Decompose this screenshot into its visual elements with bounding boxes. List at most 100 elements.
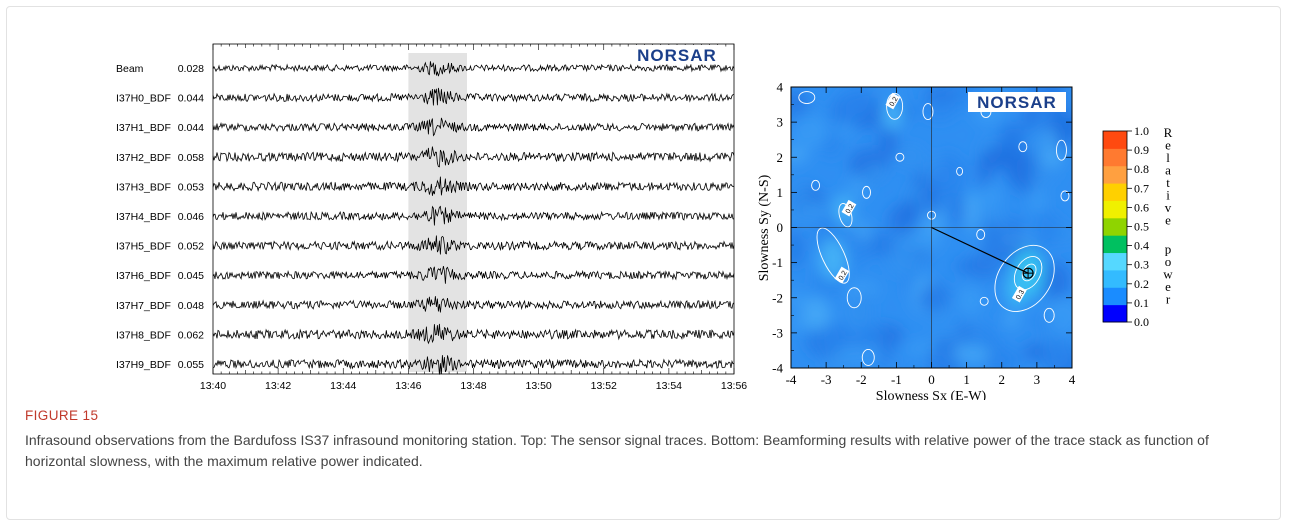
waveform-time-axis: 13:40 13:42 13:44 13:46 13:48 13:50 13:52 13:54…: [200, 44, 747, 392]
texture-blob: [837, 120, 853, 137]
norsar-logo-heatmap: NORSAR: [968, 92, 1066, 112]
time-tick-label: 13:50: [525, 380, 551, 392]
waveform-traces: [212, 61, 735, 375]
texture-blob: [842, 281, 880, 296]
colorbar-swatch: [1103, 287, 1127, 306]
y-tick-label: 1: [777, 185, 784, 200]
contour-line: [1056, 139, 1067, 161]
trace-i37h4-bdf: [212, 205, 735, 226]
trace-amplitude-label: 0.053: [178, 181, 204, 193]
contour-line: [862, 185, 871, 199]
trace-i37h1-bdf: [212, 117, 735, 137]
contour-label: 0.3: [1011, 285, 1027, 303]
trace-name-label: I37H6_BDF: [116, 270, 171, 282]
trace-i37h9-bdf: [213, 355, 735, 375]
trace-amplitude-label: 0.028: [178, 63, 204, 75]
colorbar-swatch: [1103, 131, 1127, 149]
y-tick-label: 3: [777, 115, 784, 130]
texture-blob: [1004, 148, 1035, 186]
colorbar-label-char: p: [1165, 241, 1172, 256]
colorbar-label-char: w: [1163, 266, 1173, 281]
colorbar-swatch: [1103, 217, 1127, 236]
trace-i37h8-bdf: [212, 323, 735, 345]
texture-blob: [932, 336, 960, 350]
contour-line: [1060, 190, 1070, 202]
texture-blob: [823, 322, 845, 351]
texture-blob: [940, 150, 956, 190]
trace-name-label: I37H3_BDF: [116, 181, 171, 193]
colorbar-label-char: e: [1165, 213, 1171, 228]
contour-line: [816, 227, 850, 284]
texture-blob: [791, 229, 805, 268]
trace-amplitude-label: 0.062: [178, 329, 204, 341]
trace-name-label: Beam: [116, 63, 144, 75]
colorbar-tick-label: 0.0: [1134, 315, 1149, 329]
texture-blob: [998, 123, 1028, 142]
time-tick-label: 13:54: [656, 380, 682, 392]
y-tick-label: 4: [777, 80, 784, 95]
texture-blob: [837, 89, 875, 115]
texture-blob: [791, 116, 829, 148]
texture-blob: [1043, 126, 1057, 164]
colorbar-label-char: l: [1166, 150, 1170, 165]
logo-text: NORSAR: [637, 46, 717, 65]
texture-blob: [922, 97, 958, 122]
contour-label-box: [1011, 285, 1027, 303]
trace-i37h6-bdf: [212, 266, 735, 284]
contour-line: [956, 166, 964, 176]
trace-name-label: I37H7_BDF: [116, 300, 171, 312]
texture-blob: [1033, 211, 1062, 248]
colorbar-label-char: e: [1165, 138, 1171, 153]
colorbar-label-char: o: [1165, 254, 1172, 269]
time-tick-label: 13:56: [721, 380, 747, 392]
contour-label-text: 0.3: [1015, 289, 1026, 301]
colorbar-tick-label: 0.4: [1134, 239, 1149, 253]
trace-name-label: I37H9_BDF: [116, 359, 171, 371]
y-tick-label: 2: [777, 150, 784, 165]
colorbar-swatch: [1103, 235, 1127, 254]
y-tick-label: -2: [772, 290, 783, 305]
x-tick-label: 2: [999, 372, 1006, 387]
trace-i37h5-bdf: [212, 235, 735, 255]
texture-blob: [847, 173, 870, 199]
contour-line: [798, 91, 816, 104]
trace-i37h3-bdf: [212, 176, 735, 196]
trace-amplitude-label: 0.052: [178, 241, 204, 253]
texture-blob: [948, 189, 965, 229]
contour-label-box: [885, 92, 901, 110]
colorbar-label-char: e: [1165, 279, 1171, 294]
trace-amplitude-label: 0.045: [178, 270, 204, 282]
time-tick-label: 13:40: [200, 380, 226, 392]
heatmap-field: [791, 87, 1072, 368]
colorbar-tick-label: 1.0: [1134, 124, 1149, 138]
trace-i37h7-bdf: [212, 296, 735, 313]
colorbar-swatch: [1103, 269, 1127, 288]
colorbar-tick-label: 0.1: [1134, 296, 1149, 310]
y-tick-label: 0: [777, 220, 784, 235]
contour-line: [861, 349, 875, 366]
texture-blob: [1029, 187, 1046, 213]
contour-label-text: 0.2: [889, 96, 900, 108]
time-tick-label: 13:46: [395, 380, 421, 392]
logo-text: NORSAR: [977, 93, 1057, 112]
contour-label: 0.2: [885, 92, 901, 110]
colorbar-swatch: [1103, 304, 1127, 323]
texture-blob: [843, 295, 872, 329]
trace-name-label: I37H4_BDF: [116, 211, 171, 223]
trace-amplitude-label: 0.048: [178, 300, 204, 312]
max-power-marker: [1022, 267, 1034, 279]
texture-blob: [866, 165, 886, 179]
contour-line: [886, 92, 904, 120]
texture-blob: [1006, 217, 1024, 240]
colorbar-swatch: [1103, 183, 1127, 201]
time-tick-label: 13:44: [330, 380, 356, 392]
colorbar-tick-label: 0.9: [1134, 143, 1149, 157]
y-tick-label: -4: [772, 361, 783, 376]
x-tick-label: -1: [891, 372, 902, 387]
waveform-frame: [212, 43, 735, 375]
norsar-logo: NORSAR: [635, 45, 720, 65]
trace-i37h2-bdf: [212, 146, 735, 168]
colorbar-tick-label: 0.8: [1134, 162, 1149, 176]
texture-blob: [878, 123, 899, 160]
texture-blob: [923, 180, 943, 218]
